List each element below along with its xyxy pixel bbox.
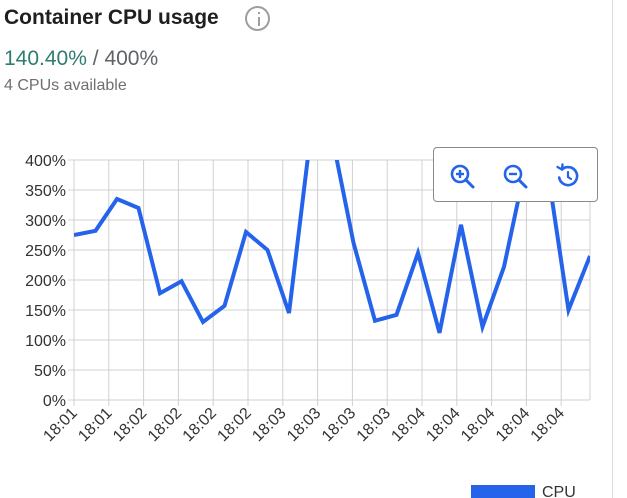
x-tick-label: 18:03 bbox=[249, 405, 289, 445]
x-tick-label: 18:03 bbox=[319, 405, 359, 445]
y-tick-label: 100% bbox=[25, 333, 66, 350]
panel-title: Container CPU usage bbox=[4, 6, 219, 29]
y-tick-label: 200% bbox=[25, 273, 66, 290]
cpu-usage-readout: 140.40% / 400% bbox=[4, 46, 158, 72]
x-tick-label: 18:04 bbox=[423, 405, 463, 445]
y-tick-label: 350% bbox=[25, 183, 66, 200]
chart-zoom-toolbar bbox=[433, 147, 598, 202]
legend-swatch-cpu[interactable] bbox=[471, 485, 535, 498]
x-tick-label: 18:02 bbox=[145, 405, 185, 445]
cpu-series-line bbox=[74, 160, 590, 335]
x-tick-label: 18:02 bbox=[214, 405, 254, 445]
x-tick-label: 18:03 bbox=[354, 405, 394, 445]
usage-total: 400% bbox=[104, 47, 159, 70]
x-tick-label: 18:04 bbox=[493, 405, 533, 445]
cpus-available-text: 4 CPUs available bbox=[4, 77, 127, 94]
x-tick-label: 18:03 bbox=[284, 405, 324, 445]
x-tick-label: 18:02 bbox=[110, 405, 150, 445]
y-tick-label: 0% bbox=[43, 393, 66, 410]
x-tick-label: 18:01 bbox=[40, 405, 80, 445]
usage-value: 140.40% bbox=[4, 47, 87, 70]
usage-separator: / bbox=[92, 47, 99, 70]
y-tick-label: 150% bbox=[25, 303, 66, 320]
y-tick-label: 300% bbox=[25, 213, 66, 230]
zoom-out-icon[interactable] bbox=[501, 162, 529, 190]
y-tick-label: 400% bbox=[25, 153, 66, 170]
x-tick-label: 18:02 bbox=[180, 405, 220, 445]
panel-divider bbox=[612, 0, 613, 498]
x-tick-label: 18:04 bbox=[458, 405, 498, 445]
zoom-in-icon[interactable] bbox=[448, 162, 476, 190]
info-icon[interactable] bbox=[245, 6, 270, 31]
legend-label-cpu[interactable]: CPU bbox=[542, 484, 576, 498]
x-tick-label: 18:04 bbox=[388, 405, 428, 445]
x-tick-label: 18:01 bbox=[75, 405, 115, 445]
x-tick-label: 18:04 bbox=[528, 405, 568, 445]
y-tick-label: 50% bbox=[34, 363, 66, 380]
reset-zoom-icon[interactable] bbox=[554, 162, 582, 190]
y-tick-label: 250% bbox=[25, 243, 66, 260]
